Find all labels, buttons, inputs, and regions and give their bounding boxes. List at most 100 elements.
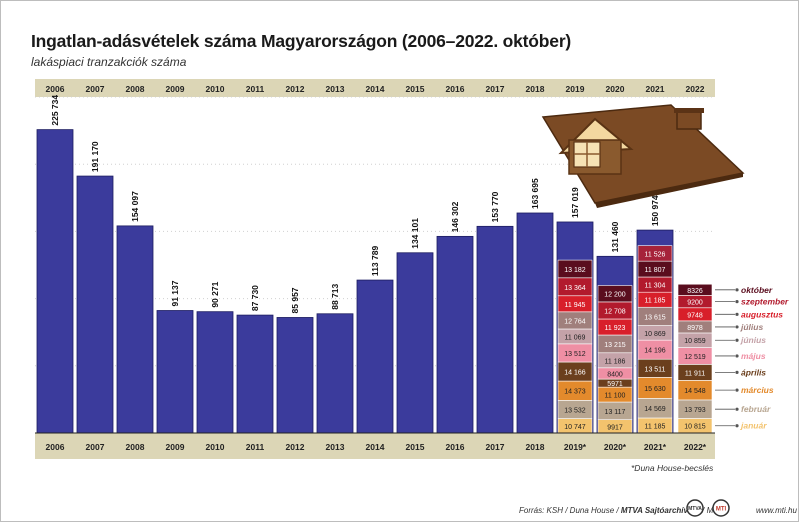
month-segment-label: 9200 xyxy=(687,300,703,307)
house-roof-edge xyxy=(595,173,743,208)
source-note: Forrás: KSH / Duna House / MTVA Sajtóarc… xyxy=(519,506,720,515)
month-segment-label: 11 911 xyxy=(685,370,705,377)
bar-value-label: 90 271 xyxy=(210,281,220,307)
legend-dot xyxy=(735,388,739,392)
month-segment xyxy=(677,283,713,296)
top-year-label: 2010 xyxy=(206,84,225,94)
publisher-logos: MTVA MTI xyxy=(686,499,730,517)
legend-dot xyxy=(735,407,739,411)
year-tick-label: 2010 xyxy=(206,442,225,452)
chart-title: Ingatlan-adásvételek száma Magyarországo… xyxy=(31,31,572,51)
legend-dot xyxy=(735,370,739,374)
month-segment-label: 12 519 xyxy=(684,354,706,361)
legend-month-label: október xyxy=(741,285,773,295)
top-year-label: 2020 xyxy=(606,84,625,94)
month-segment-label: 13 511 xyxy=(645,366,666,373)
legend-month-label: január xyxy=(740,421,767,431)
year-tick-label: 2014 xyxy=(366,442,385,452)
month-segment-label: 11 304 xyxy=(645,283,666,290)
legend-month-label: július xyxy=(740,322,763,332)
source-archive: MTVA Sajtóarchívum xyxy=(620,506,700,515)
bar-value-label: 85 957 xyxy=(290,287,300,313)
bar xyxy=(276,317,314,434)
bar-value-label: 134 101 xyxy=(410,218,420,249)
month-segment-label: 14 196 xyxy=(644,348,666,355)
month-segment-label: 11 185 xyxy=(645,423,666,430)
year-tick-label: 2006 xyxy=(46,442,65,452)
year-tick-label: 2019* xyxy=(564,442,587,452)
bar xyxy=(476,225,514,434)
top-year-label: 2008 xyxy=(126,84,145,94)
month-segment-label: 11 526 xyxy=(645,251,666,258)
top-year-label: 2021 xyxy=(646,84,665,94)
month-segment-label: 10 815 xyxy=(684,424,706,431)
month-segment-label: 11 807 xyxy=(645,267,666,274)
bar xyxy=(516,212,554,434)
month-legend: január február március április május június jú… xyxy=(715,285,789,431)
bar-value-label: 153 770 xyxy=(490,191,500,222)
bar-value-label: 91 137 xyxy=(170,280,180,306)
year-tick-label: 2022* xyxy=(684,442,707,452)
bar-value-label: 157 019 xyxy=(570,187,580,218)
month-segment-label: 13 793 xyxy=(684,407,706,414)
month-segment-label: 11 923 xyxy=(605,325,626,332)
bar xyxy=(436,235,474,434)
top-year-label: 2012 xyxy=(286,84,305,94)
month-segment-label: 9917 xyxy=(607,424,623,431)
top-year-label: 2013 xyxy=(326,84,345,94)
bar-value-label: 154 097 xyxy=(130,191,140,222)
house-illustration xyxy=(541,104,745,208)
month-segment-label: 11 185 xyxy=(645,298,666,305)
top-year-label: 2017 xyxy=(486,84,505,94)
month-segment-label: 14 373 xyxy=(564,389,586,396)
month-segment-label: 12 200 xyxy=(604,292,626,299)
month-segment-label: 8400 xyxy=(607,371,623,378)
month-segment-label: 15 630 xyxy=(644,386,666,393)
legend-dot xyxy=(735,424,739,428)
top-year-label: 2018 xyxy=(526,84,545,94)
bar xyxy=(196,311,234,434)
bottom-year-band xyxy=(35,433,715,459)
bar-value-label: 113 789 xyxy=(370,246,380,277)
month-segment-label: 11 069 xyxy=(565,334,586,341)
source-text: Forrás: KSH / Duna House / xyxy=(519,506,621,515)
month-segment-label: 14 166 xyxy=(564,370,586,377)
legend-month-label: szeptember xyxy=(741,297,789,307)
bar xyxy=(116,225,154,434)
top-year-label: 2011 xyxy=(246,84,265,94)
year-tick-label: 2015 xyxy=(406,442,425,452)
bar xyxy=(356,279,394,434)
month-segment-label: 12 708 xyxy=(604,308,626,315)
top-year-label: 2015 xyxy=(406,84,425,94)
top-year-label: 2009 xyxy=(166,84,185,94)
bar-value-label: 225 734 xyxy=(50,95,60,126)
legend-dot xyxy=(735,325,739,329)
month-segment-label: 11 100 xyxy=(605,393,626,400)
month-segment-label: 11 945 xyxy=(565,302,586,309)
website-link[interactable]: www.mti.hu xyxy=(756,506,797,515)
top-year-label: 2014 xyxy=(366,84,385,94)
month-segment-label: 14 548 xyxy=(684,388,706,395)
month-segment-label: 13 364 xyxy=(564,285,586,292)
bar xyxy=(236,314,274,434)
legend-dot xyxy=(735,338,739,342)
bar xyxy=(396,252,434,434)
bar xyxy=(36,129,74,434)
bar xyxy=(156,310,194,434)
top-year-label: 2022 xyxy=(686,84,705,94)
month-segment-label: 13 512 xyxy=(564,351,586,358)
year-tick-label: 2018 xyxy=(526,442,545,452)
month-segment-label: 10 859 xyxy=(684,338,706,345)
legend-month-label: augusztus xyxy=(741,309,783,319)
month-segment-label: 13 117 xyxy=(605,409,626,416)
legend-dot xyxy=(735,299,739,304)
legend-month-label: április xyxy=(741,367,766,377)
year-tick-label: 2007 xyxy=(86,442,105,452)
top-year-label: 2006 xyxy=(46,84,65,94)
bar-value-label: 191 170 xyxy=(90,141,100,172)
legend-month-label: június xyxy=(740,335,766,345)
month-segment-label: 8326 xyxy=(687,288,703,295)
legend-dot xyxy=(735,312,739,316)
